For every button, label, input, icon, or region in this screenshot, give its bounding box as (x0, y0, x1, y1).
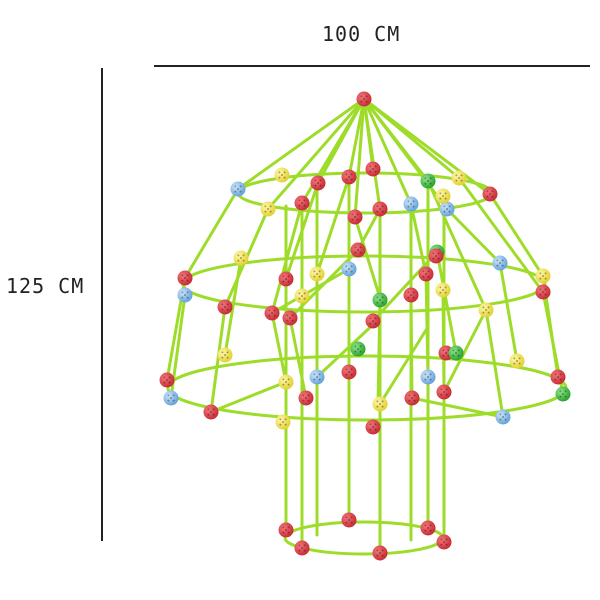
tier-stick (498, 261, 519, 363)
blue-connector-ball (403, 196, 419, 212)
green-connector-ball (350, 341, 366, 357)
yellow-connector-ball (535, 268, 551, 284)
blue-connector-ball (177, 287, 193, 303)
apex-stick (362, 97, 413, 206)
height-dimension-label: 125 CM (6, 274, 85, 298)
red-connector-ball (294, 540, 310, 556)
height-dimension-line (101, 68, 103, 541)
apex-stick (362, 97, 492, 196)
red-connector-ball (278, 271, 294, 287)
tier-stick (484, 308, 505, 419)
brace-stick (270, 267, 351, 315)
green-connector-ball (420, 173, 436, 189)
red-connector-ball (403, 287, 419, 303)
red-connector-ball (436, 534, 452, 550)
tier-stick (488, 192, 545, 278)
red-connector-ball (436, 384, 452, 400)
red-connector-ball (372, 545, 388, 561)
red-connector-ball (159, 372, 175, 388)
blue-connector-ball (309, 369, 325, 385)
yellow-connector-ball (260, 201, 276, 217)
tier-stick (409, 202, 428, 276)
yellow-connector-ball (274, 167, 290, 183)
tier-stick (209, 305, 227, 414)
tier-stick (183, 187, 240, 280)
yellow-connector-ball (451, 170, 467, 186)
red-connector-ball (217, 299, 233, 315)
red-connector-ball (535, 284, 551, 300)
red-connector-ball (372, 201, 388, 217)
red-connector-ball (418, 266, 434, 282)
red-connector-ball (278, 522, 294, 538)
connector-balls (159, 91, 571, 561)
red-connector-ball (550, 369, 566, 385)
tier-stick (457, 176, 545, 294)
width-dimension-line (154, 65, 590, 67)
red-connector-ball (341, 512, 357, 528)
red-connector-ball (294, 195, 310, 211)
yellow-connector-ball (435, 188, 451, 204)
yellow-connector-ball (275, 414, 291, 430)
blue-connector-ball (492, 255, 508, 271)
tier-stick (270, 311, 288, 384)
red-connector-ball (365, 161, 381, 177)
blue-connector-ball (420, 369, 436, 385)
tier-stick (315, 175, 351, 276)
red-connector-ball (282, 310, 298, 326)
tier-stick (445, 207, 502, 265)
brace-stick (315, 318, 380, 379)
red-connector-ball (341, 169, 357, 185)
apex-stick (316, 97, 366, 185)
red-connector-ball (347, 209, 363, 225)
brace-stick (442, 308, 488, 394)
blue-connector-ball (230, 181, 246, 197)
yellow-connector-ball (435, 282, 451, 298)
yellow-connector-ball (372, 396, 388, 412)
brace-stick (371, 250, 439, 323)
red-connector-ball (203, 404, 219, 420)
yellow-connector-ball (278, 374, 294, 390)
red-connector-ball (404, 390, 420, 406)
brace-stick (410, 396, 505, 419)
brace-stick (378, 328, 428, 406)
apex-stick (353, 97, 366, 219)
blue-connector-ball (341, 261, 357, 277)
apex-stick (236, 97, 366, 191)
red-connector-ball (365, 313, 381, 329)
green-connector-ball (448, 345, 464, 361)
red-connector-ball (298, 390, 314, 406)
red-connector-ball (428, 248, 444, 264)
blue-connector-ball (495, 409, 511, 425)
apex-stick (266, 97, 366, 211)
yellow-connector-ball (217, 347, 233, 363)
brace-stick (209, 380, 288, 414)
red-connector-ball (310, 175, 326, 191)
blue-connector-ball (439, 201, 455, 217)
green-connector-ball (555, 386, 571, 402)
red-connector-ball (420, 520, 436, 536)
red-connector-ball (356, 91, 372, 107)
yellow-connector-ball (509, 353, 525, 369)
apex-stick (362, 97, 382, 211)
tier-stick (435, 250, 458, 355)
red-connector-ball (482, 186, 498, 202)
tier-stick (223, 256, 243, 357)
red-connector-ball (365, 419, 381, 435)
tier-stick (426, 179, 488, 312)
yellow-connector-ball (478, 302, 494, 318)
yellow-connector-ball (309, 266, 325, 282)
green-connector-ball (372, 292, 388, 308)
tier-stick (353, 215, 382, 300)
width-dimension-label: 100 CM (322, 22, 401, 46)
apex-stick (347, 97, 366, 179)
yellow-connector-ball (233, 250, 249, 266)
yellow-connector-ball (294, 288, 310, 304)
red-connector-ball (177, 270, 193, 286)
red-connector-ball (341, 364, 357, 380)
red-connector-ball (264, 305, 280, 321)
red-connector-ball (350, 242, 366, 258)
blue-connector-ball (163, 390, 179, 406)
